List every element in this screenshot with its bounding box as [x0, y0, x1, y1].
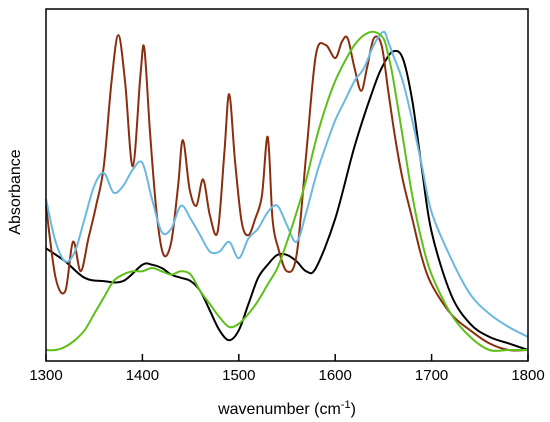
series-line-1	[45, 49, 529, 351]
x-axis-label-close: )	[351, 401, 356, 418]
x-tick-label: 1300	[29, 367, 62, 384]
series-line-4	[45, 30, 528, 352]
x-tick-label: 1800	[511, 367, 544, 384]
x-tick-label: 1700	[415, 367, 448, 384]
plot-frame	[45, 8, 529, 362]
x-tick-label: 1600	[319, 367, 352, 384]
series-layer	[45, 30, 529, 352]
y-axis-label: Absorbance	[7, 149, 24, 234]
x-tick-label: 1400	[126, 367, 159, 384]
x-axis-label-superscript: -1	[341, 399, 351, 411]
x-tick-label: 1500	[222, 367, 255, 384]
series-line-2	[45, 34, 529, 352]
series-line-3	[45, 30, 529, 338]
x-axis-label-main: wavenumber (cm	[217, 401, 341, 418]
x-axis-label: wavenumber (cm-1)	[217, 399, 356, 418]
x-ticks: 1300 1400 1500 1600 1700 1800	[29, 354, 545, 384]
